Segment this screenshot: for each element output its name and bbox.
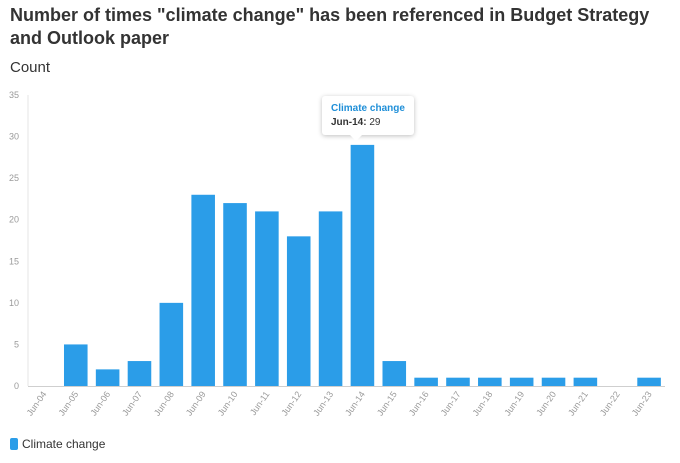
bar — [318, 211, 343, 386]
bar — [127, 361, 152, 386]
y-tick-label: 0 — [14, 381, 19, 391]
bar — [255, 211, 279, 386]
bar — [382, 361, 407, 386]
bar — [637, 377, 661, 386]
legend-label: Climate change — [22, 437, 106, 451]
x-tick-label: Jun-23 — [630, 389, 654, 417]
x-tick-label: Jun-15 — [375, 389, 399, 417]
x-tick-label: Jun-13 — [311, 389, 335, 417]
bar — [159, 302, 184, 386]
bar — [95, 369, 120, 386]
y-tick-label: 30 — [9, 132, 19, 142]
y-tick-label: 35 — [9, 90, 19, 100]
x-tick-label: Jun-21 — [566, 389, 590, 417]
tooltip: Climate change Jun-14: 29 — [322, 96, 414, 141]
x-tick-label: Jun-18 — [470, 389, 494, 417]
bar — [350, 144, 375, 386]
x-tick-label: Jun-09 — [184, 389, 208, 417]
bar — [63, 344, 88, 386]
x-tick-label: Jun-11 — [248, 389, 272, 417]
y-tick-label: 20 — [9, 215, 19, 225]
x-tick-label: Jun-08 — [152, 389, 176, 417]
x-tick-label: Jun-12 — [279, 389, 303, 417]
x-tick-label: Jun-04 — [25, 389, 49, 417]
tooltip-value: 29 — [369, 117, 381, 128]
legend[interactable]: Climate change — [10, 437, 105, 451]
bar — [541, 377, 566, 386]
y-tick-label: 15 — [9, 256, 19, 266]
y-tick-label: 10 — [9, 298, 19, 308]
x-tick-label: Jun-07 — [120, 389, 144, 417]
y-axis-label: Count — [10, 59, 51, 76]
chart-title: Number of times "climate change" has bee… — [10, 5, 650, 48]
bar — [446, 377, 470, 386]
y-tick-label: 25 — [9, 173, 19, 183]
bar — [223, 203, 247, 386]
bar — [509, 377, 534, 386]
y-tick-label: 5 — [14, 339, 19, 349]
x-tick-label: Jun-19 — [502, 389, 526, 417]
bar — [414, 377, 438, 386]
bar — [573, 377, 598, 386]
bar — [191, 194, 215, 386]
bar — [286, 236, 311, 386]
bar — [478, 377, 502, 386]
x-tick-label: Jun-20 — [534, 389, 558, 417]
legend-swatch — [10, 438, 18, 450]
tooltip-series-name: Climate change — [331, 103, 405, 114]
x-tick-label: Jun-16 — [407, 389, 431, 417]
x-tick-label: Jun-10 — [216, 389, 240, 417]
x-tick-label: Jun-22 — [598, 389, 622, 417]
tooltip-arrow — [350, 135, 362, 141]
x-tick-label: Jun-14 — [343, 389, 367, 417]
x-tick-label: Jun-05 — [56, 389, 80, 417]
tooltip-category: Jun-14: — [331, 117, 367, 128]
x-tick-label: Jun-17 — [439, 389, 463, 417]
x-tick-label: Jun-06 — [88, 389, 112, 417]
